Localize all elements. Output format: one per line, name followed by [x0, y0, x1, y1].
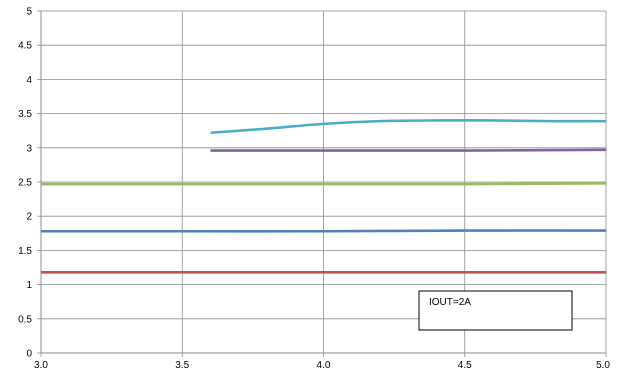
series-line-1	[210, 119, 607, 135]
y-tick-label: 0.5	[18, 314, 32, 325]
series-lines	[40, 119, 607, 274]
y-tick-label: 1	[26, 280, 32, 291]
annotation-frame	[418, 290, 573, 331]
x-tick-label: 3.5	[175, 360, 189, 371]
y-tick-label: 2	[26, 212, 32, 223]
x-tick-label: 4.5	[458, 360, 472, 371]
y-tick-label: 3	[26, 143, 32, 154]
y-tick-labels: 0 0.5 1 1.5 2 2.5 3 3.5 4 4.5 5	[18, 7, 32, 360]
annotation-label: IOUT=2A	[429, 297, 471, 308]
series-line-2	[210, 148, 607, 152]
y-tick-label: 2.5	[18, 178, 32, 189]
series-line-3	[40, 182, 607, 186]
x-tick-label: 5.0	[596, 360, 610, 371]
series-line-4	[40, 229, 607, 233]
y-tick-label: 1.5	[18, 246, 32, 257]
x-tick-label: 4.0	[317, 360, 331, 371]
y-tick-label: 4	[26, 75, 32, 86]
x-tick-label: 3.0	[34, 360, 48, 371]
y-tick-label: 3.5	[18, 109, 32, 120]
gridlines	[41, 10, 607, 353]
annotation-box: IOUT=2A	[418, 290, 573, 331]
y-tick-label: 4.5	[18, 41, 32, 52]
y-tick-label: 5	[26, 7, 32, 18]
x-tick-labels: 3.0 3.5 4.0 4.5 5.0	[34, 360, 610, 371]
axes	[37, 10, 607, 357]
y-tick-label: 0	[26, 349, 32, 360]
